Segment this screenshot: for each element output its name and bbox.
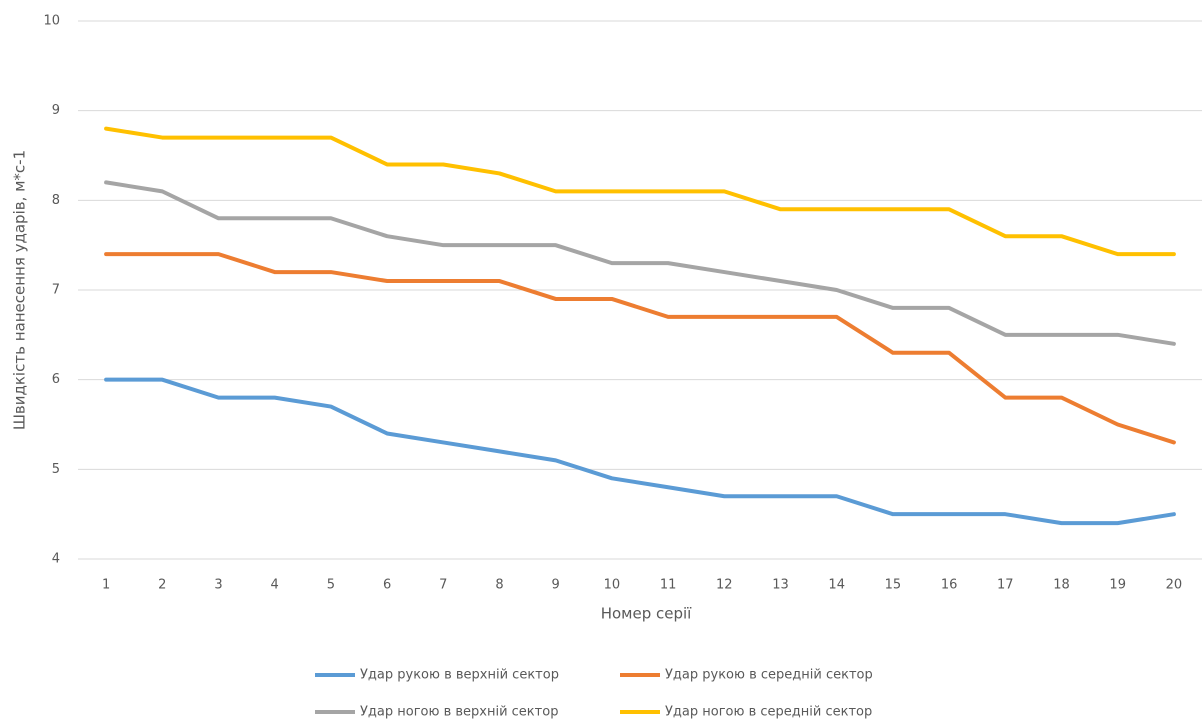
x-tick-label: 9 bbox=[552, 578, 560, 593]
x-tick-label: 12 bbox=[716, 578, 733, 593]
x-tick-label: 18 bbox=[1053, 578, 1070, 593]
x-tick-label: 5 bbox=[327, 578, 335, 593]
x-tick-label: 4 bbox=[271, 578, 279, 593]
x-tick-label: 19 bbox=[1109, 578, 1126, 593]
x-tick-label: 6 bbox=[383, 578, 391, 593]
x-tick-label: 15 bbox=[885, 578, 902, 593]
y-tick-label: 5 bbox=[52, 462, 60, 477]
x-tick-label: 20 bbox=[1166, 578, 1183, 593]
x-tick-label: 7 bbox=[439, 578, 447, 593]
legend-label: Удар ногою в середній сектор bbox=[665, 705, 872, 720]
legend-label: Удар рукою в верхній сектор bbox=[360, 668, 559, 683]
y-tick-label: 9 bbox=[52, 103, 60, 118]
x-tick-label: 11 bbox=[660, 578, 677, 593]
y-tick-label: 4 bbox=[52, 552, 60, 567]
x-tick-label: 1 bbox=[102, 578, 110, 593]
x-tick-label: 2 bbox=[158, 578, 166, 593]
series-line bbox=[104, 126, 1176, 257]
y-tick-label: 6 bbox=[52, 372, 60, 387]
series-line bbox=[104, 252, 1176, 445]
x-tick-label: 16 bbox=[941, 578, 958, 593]
x-tick-label: 8 bbox=[495, 578, 503, 593]
x-tick-label: 13 bbox=[772, 578, 789, 593]
x-tick-label: 17 bbox=[997, 578, 1014, 593]
x-tick-label: 3 bbox=[214, 578, 222, 593]
y-tick-label: 8 bbox=[52, 193, 60, 208]
legend-label: Удар ногою в верхній сектор bbox=[360, 705, 558, 720]
series-line bbox=[104, 377, 1176, 526]
y-tick-label: 10 bbox=[43, 14, 60, 29]
x-axis-label: Номер серії bbox=[601, 605, 692, 623]
legend-label: Удар рукою в середній сектор bbox=[665, 668, 873, 683]
y-axis-label: Швидкість нанесення ударів, м*с-1 bbox=[11, 150, 29, 430]
series-line bbox=[104, 180, 1176, 346]
x-tick-label: 10 bbox=[604, 578, 621, 593]
y-tick-label: 7 bbox=[52, 283, 60, 298]
x-tick-label: 14 bbox=[828, 578, 845, 593]
